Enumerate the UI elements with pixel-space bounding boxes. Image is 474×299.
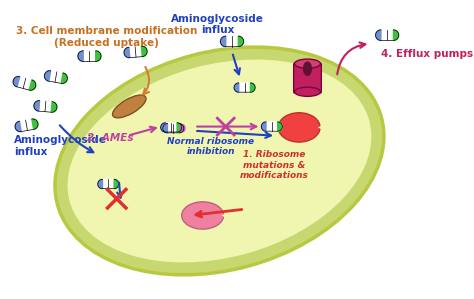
Polygon shape xyxy=(250,83,255,92)
Polygon shape xyxy=(32,119,38,129)
Polygon shape xyxy=(375,30,399,40)
Ellipse shape xyxy=(182,202,224,229)
Polygon shape xyxy=(375,30,381,40)
Polygon shape xyxy=(51,102,57,112)
Polygon shape xyxy=(163,123,167,133)
Ellipse shape xyxy=(294,87,320,96)
Polygon shape xyxy=(161,123,182,132)
Polygon shape xyxy=(161,123,165,132)
Polygon shape xyxy=(78,51,83,61)
Ellipse shape xyxy=(67,60,371,263)
Text: 1. Ribosome
mutations &
modifications: 1. Ribosome mutations & modifications xyxy=(239,150,309,180)
Polygon shape xyxy=(61,73,67,83)
Ellipse shape xyxy=(278,113,320,142)
Ellipse shape xyxy=(294,59,320,68)
Polygon shape xyxy=(141,46,147,57)
Polygon shape xyxy=(98,179,102,189)
Polygon shape xyxy=(34,101,40,111)
Text: 3. Cell membrane modification
(Reduced uptake): 3. Cell membrane modification (Reduced u… xyxy=(16,26,197,48)
Polygon shape xyxy=(124,47,130,58)
Polygon shape xyxy=(45,71,67,83)
Polygon shape xyxy=(15,119,38,132)
Polygon shape xyxy=(29,80,36,90)
Text: Normal ribosome
inhibition: Normal ribosome inhibition xyxy=(167,137,255,156)
Polygon shape xyxy=(124,46,147,58)
Text: Aminoglycoside
influx: Aminoglycoside influx xyxy=(171,14,264,36)
Polygon shape xyxy=(234,83,255,92)
Text: 2. AMEs: 2. AMEs xyxy=(87,133,134,143)
Ellipse shape xyxy=(55,47,384,275)
Polygon shape xyxy=(393,30,399,40)
Ellipse shape xyxy=(179,124,186,132)
FancyBboxPatch shape xyxy=(294,63,321,93)
Polygon shape xyxy=(261,122,266,131)
Polygon shape xyxy=(163,123,184,133)
Polygon shape xyxy=(179,123,184,133)
Wedge shape xyxy=(221,209,235,222)
Text: 4. Efflux pumps: 4. Efflux pumps xyxy=(381,49,473,59)
Polygon shape xyxy=(98,179,119,189)
Polygon shape xyxy=(234,83,239,92)
Ellipse shape xyxy=(303,61,312,76)
Ellipse shape xyxy=(112,95,146,118)
Polygon shape xyxy=(177,123,182,132)
Text: Aminoglycoside
influx: Aminoglycoside influx xyxy=(14,135,107,157)
Polygon shape xyxy=(96,51,101,61)
Polygon shape xyxy=(114,179,119,189)
Polygon shape xyxy=(220,36,244,47)
Polygon shape xyxy=(278,122,283,131)
Polygon shape xyxy=(45,71,51,81)
Wedge shape xyxy=(318,120,333,135)
Polygon shape xyxy=(78,51,101,61)
Polygon shape xyxy=(220,36,226,47)
Polygon shape xyxy=(238,36,244,47)
Polygon shape xyxy=(34,101,57,112)
Polygon shape xyxy=(13,77,36,90)
Polygon shape xyxy=(15,121,21,132)
Polygon shape xyxy=(13,77,20,87)
Polygon shape xyxy=(261,122,283,131)
